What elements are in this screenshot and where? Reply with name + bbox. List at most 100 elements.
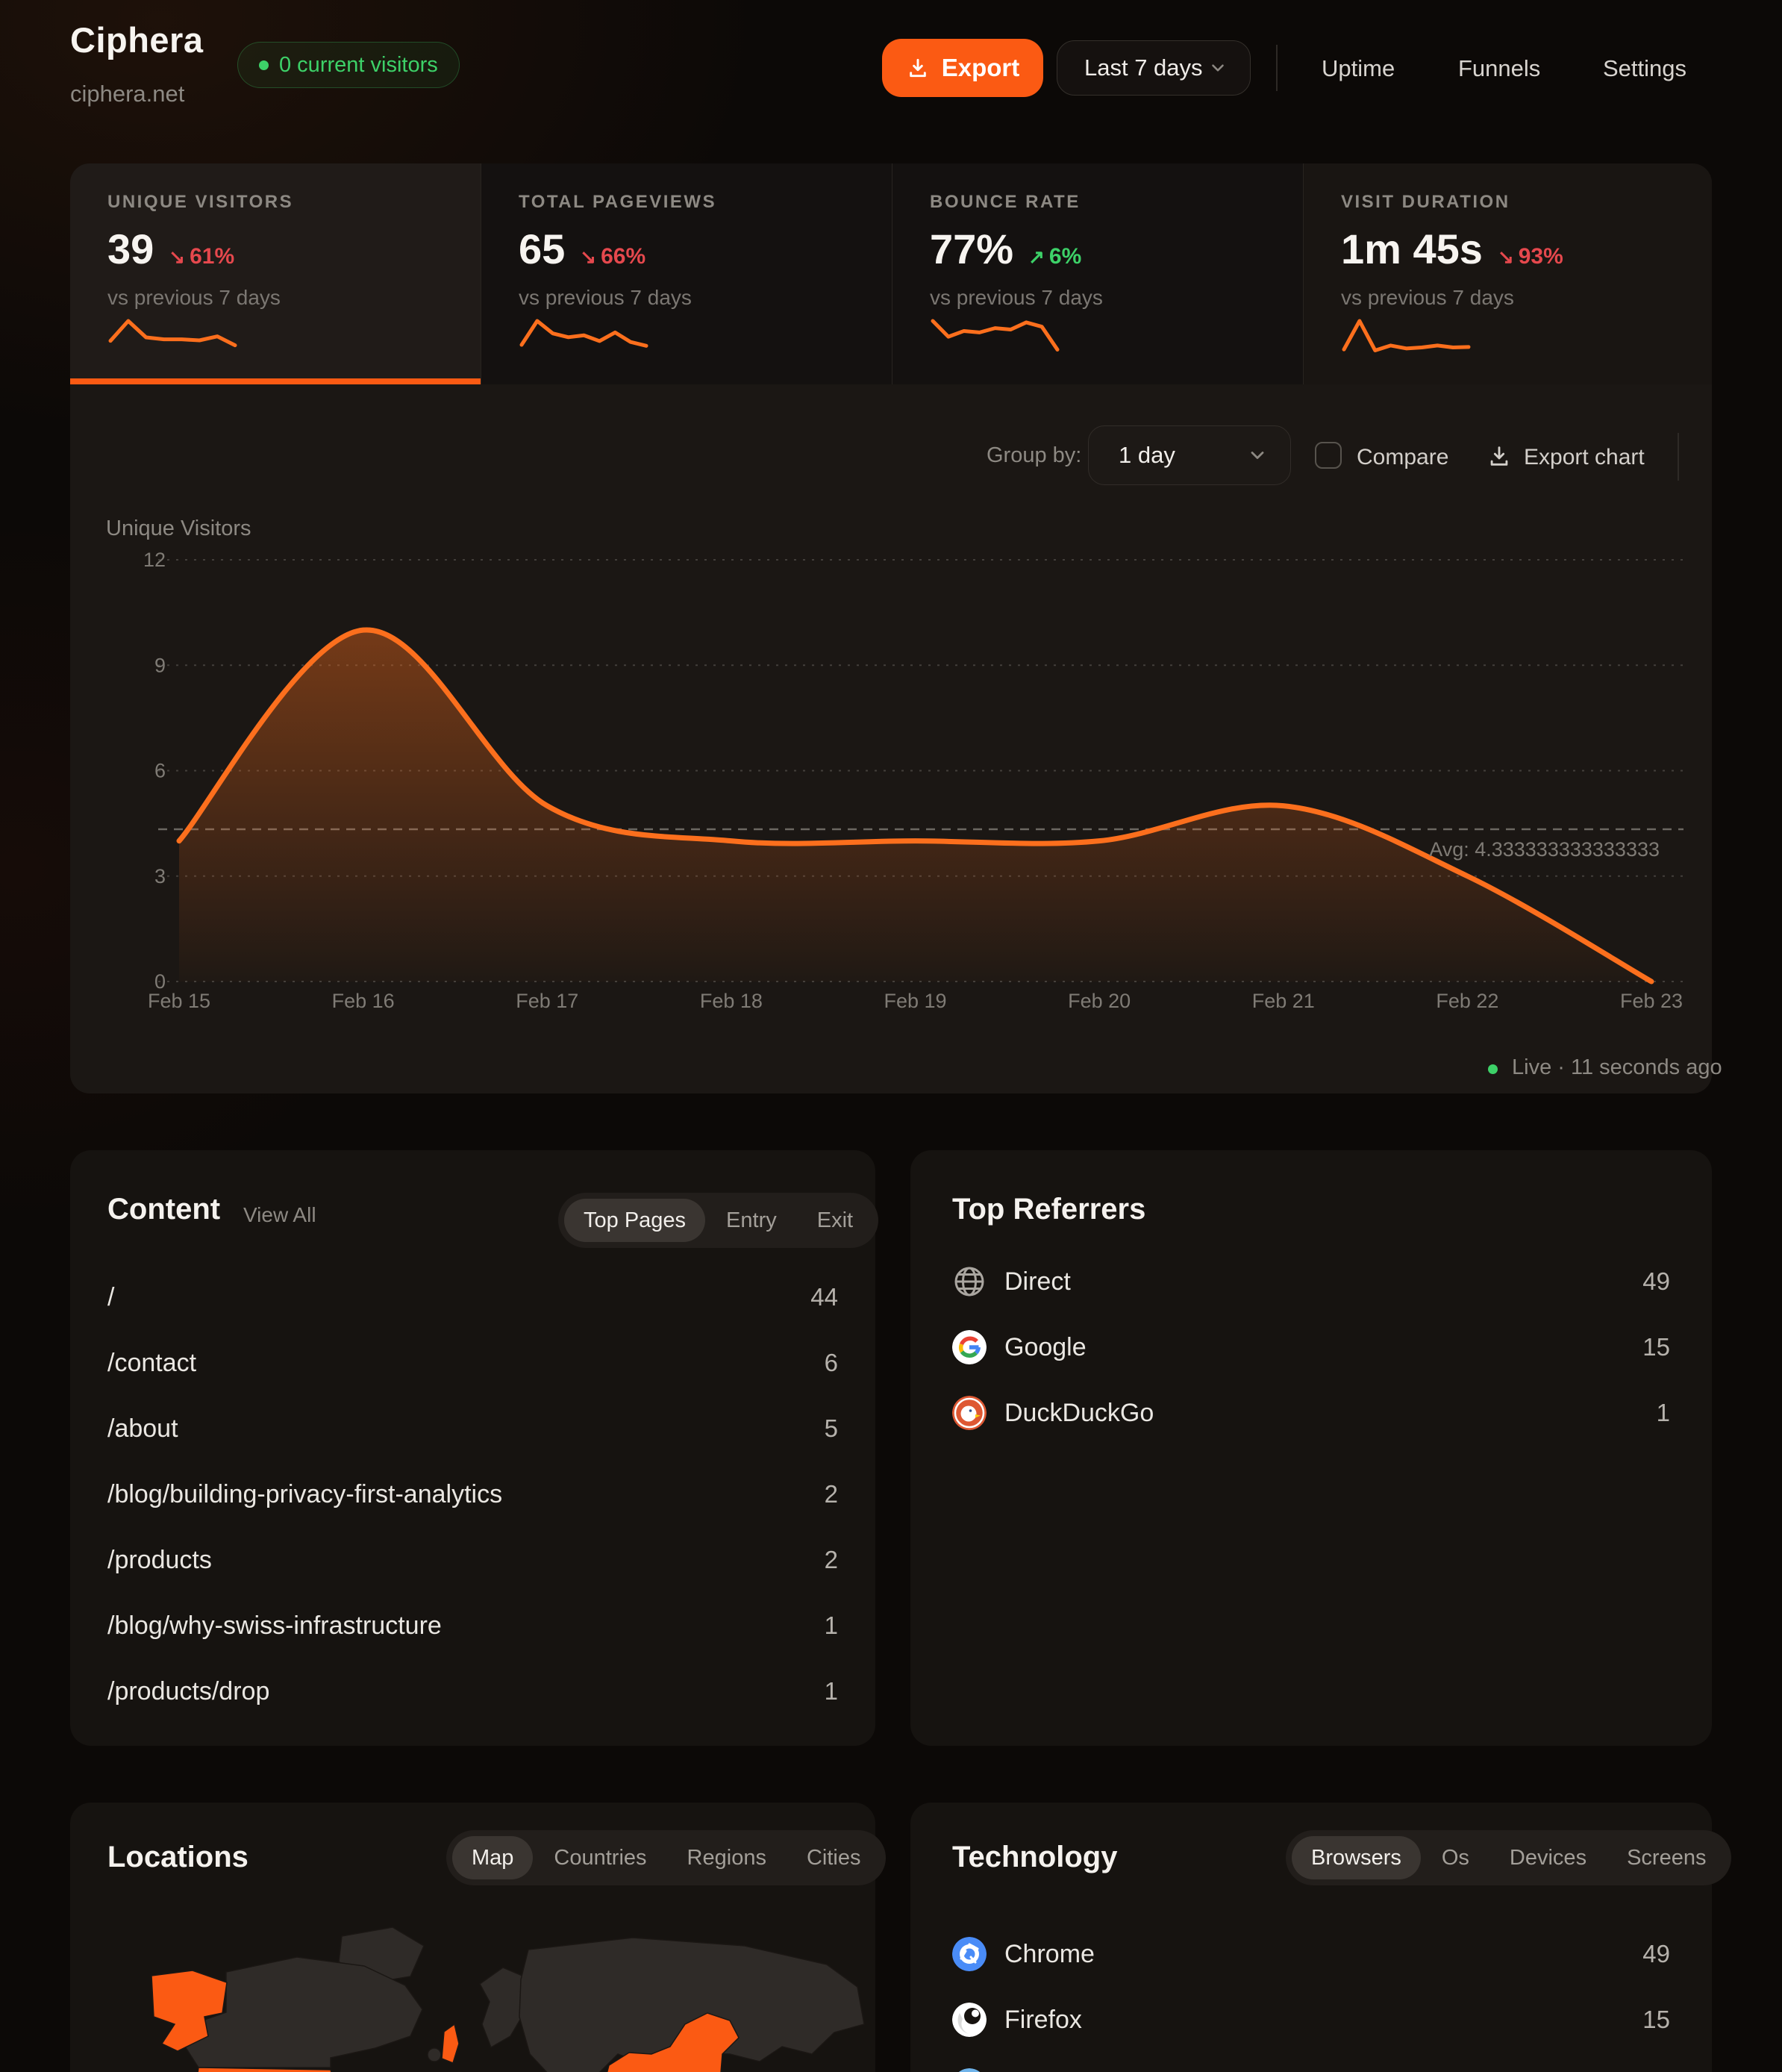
sparkline	[1342, 319, 1471, 352]
x-tick-label: Feb 18	[700, 990, 763, 1012]
map-ireland	[427, 2047, 442, 2062]
tab-os[interactable]: Os	[1441, 1845, 1469, 1870]
sparkline	[519, 319, 648, 348]
map-united-kingdom[interactable]	[441, 2023, 460, 2064]
group-by-select[interactable]: 1 day	[1088, 425, 1291, 485]
chart-series-label: Unique Visitors	[106, 517, 251, 540]
compare-checkbox[interactable]	[1315, 442, 1342, 469]
stat-value: 1m 45s	[1341, 225, 1483, 272]
sparkline-path	[519, 319, 648, 348]
content-tabs: Top Pages Entry Exit	[558, 1193, 879, 1248]
content-row[interactable]: /products/drop 1	[107, 1676, 838, 1706]
nav-funnels[interactable]: Funnels	[1458, 55, 1541, 81]
technology-list: Chrome 49 Firefox 15	[952, 1921, 1670, 2072]
referrers-list: Direct 49 Google 15 DuckDuckG	[952, 1249, 1670, 1446]
x-tick-label: Feb 19	[884, 990, 946, 1012]
live-status: Live · 11 seconds ago	[1512, 1055, 1722, 1079]
y-tick-label: 3	[154, 865, 166, 887]
stat-value: 77%	[930, 225, 1014, 272]
chevron-down-icon	[1251, 452, 1264, 459]
tab-cities[interactable]: Cities	[806, 1845, 861, 1870]
trend-down-icon: ↘	[169, 246, 186, 268]
locations-title: Locations	[107, 1841, 248, 1873]
stat-delta: ↗ 6%	[1028, 244, 1082, 269]
group-by-label: Group by:	[987, 443, 1082, 467]
stat-compare-label: vs previous 7 days	[519, 286, 692, 309]
tab-map[interactable]: Map	[452, 1836, 534, 1879]
live-dot-icon	[259, 60, 269, 70]
download-icon	[909, 58, 926, 78]
view-all-link[interactable]: View All	[243, 1203, 316, 1226]
stat-card-visit-duration[interactable]: VISIT DURATION 1m 45s ↘ 93% vs previous …	[1304, 163, 1712, 384]
unique-visitors-chart[interactable]: 0 3 6 9 12 Avg: 4.333333333333333 Feb 15 Feb 16…	[70, 522, 1712, 1045]
trend-down-icon: ↘	[580, 246, 597, 268]
x-tick-label: Feb 16	[332, 990, 395, 1012]
export-button-label: Export	[941, 54, 1020, 81]
export-button[interactable]: Export	[882, 39, 1043, 97]
compare-label[interactable]: Compare	[1357, 445, 1449, 469]
stat-compare-label: vs previous 7 days	[1341, 286, 1514, 309]
content-card	[70, 1150, 875, 1746]
world-map[interactable]	[73, 1905, 873, 2072]
google-icon	[952, 1330, 987, 1364]
current-visitors-badge[interactable]: 0 current visitors	[237, 42, 460, 88]
x-tick-label: Feb 23	[1620, 990, 1683, 1012]
export-chart-button[interactable]: Export chart	[1524, 445, 1645, 469]
sparkline	[108, 319, 237, 348]
tab-exit[interactable]: Exit	[816, 1208, 854, 1232]
controls-divider	[1678, 433, 1679, 481]
stat-value: 39	[107, 225, 154, 272]
chevron-down-icon	[1212, 64, 1224, 72]
tab-countries[interactable]: Countries	[554, 1845, 647, 1870]
technology-row[interactable]: Chrome 49	[952, 1921, 1670, 1987]
stat-card-total-pageviews[interactable]: TOTAL PAGEVIEWS 65 ↘ 66% vs previous 7 d…	[481, 163, 892, 384]
globe-icon	[954, 1267, 984, 1296]
current-visitors-label: 0 current visitors	[279, 52, 438, 77]
nav-uptime[interactable]: Uptime	[1322, 55, 1395, 81]
download-icon[interactable]	[1486, 443, 1512, 469]
tab-regions[interactable]: Regions	[687, 1845, 766, 1870]
stat-card-unique-visitors[interactable]: UNIQUE VISITORS 39 ↘ 61% vs previous 7 d…	[70, 163, 481, 384]
y-tick-label: 6	[154, 760, 166, 782]
content-row[interactable]: /blog/why-swiss-infrastructure 1	[107, 1611, 838, 1640]
x-tick-label: Feb 17	[516, 990, 578, 1012]
map-alaska-us[interactable]	[151, 1970, 228, 2052]
y-tick-label: 12	[143, 549, 166, 571]
referrer-row[interactable]: Google 15	[952, 1314, 1670, 1380]
content-list: / 44 /contact 6 /about 5 /blog/building-…	[107, 1264, 838, 1724]
tab-browsers[interactable]: Browsers	[1292, 1836, 1421, 1879]
map-scandinavia	[479, 1967, 526, 2049]
stat-delta: ↘ 61%	[169, 244, 235, 269]
content-row[interactable]: /blog/building-privacy-first-analytics 2	[107, 1479, 838, 1508]
referrer-row[interactable]: Direct 49	[952, 1249, 1670, 1314]
stat-card-bounce-rate[interactable]: BOUNCE RATE 77% ↗ 6% vs previous 7 days	[892, 163, 1303, 384]
content-row[interactable]: /contact 6	[107, 1348, 838, 1377]
stat-label: BOUNCE RATE	[930, 192, 1081, 212]
content-row[interactable]: /about 5	[107, 1414, 838, 1443]
y-tick-label: 0	[154, 970, 166, 993]
content-row[interactable]: / 44	[107, 1282, 838, 1311]
technology-tabs: Browsers Os Devices Screens	[1286, 1830, 1732, 1885]
x-tick-label: Feb 22	[1436, 990, 1498, 1012]
map-china[interactable]	[595, 2012, 740, 2072]
technology-row-partial[interactable]	[952, 2053, 1670, 2072]
y-tick-label: 9	[154, 654, 166, 676]
map-united-states[interactable]	[194, 2067, 344, 2072]
tab-top-pages[interactable]: Top Pages	[564, 1199, 706, 1242]
x-tick-label: Feb 20	[1068, 990, 1131, 1012]
tab-entry[interactable]: Entry	[726, 1208, 777, 1232]
duckduckgo-icon	[952, 1396, 987, 1430]
referrer-row[interactable]: DuckDuckGo 1	[952, 1380, 1670, 1446]
date-range-select[interactable]: Last 7 days	[1057, 40, 1251, 96]
technology-row[interactable]: Firefox 15	[952, 1987, 1670, 2053]
tab-screens[interactable]: Screens	[1627, 1845, 1707, 1870]
content-row[interactable]: /products 2	[107, 1545, 838, 1574]
referrers-card	[910, 1150, 1712, 1746]
active-tab-indicator	[70, 378, 481, 384]
trend-up-icon: ↗	[1028, 246, 1045, 268]
nav-settings[interactable]: Settings	[1603, 55, 1687, 81]
map-asia	[519, 1937, 865, 2072]
header-divider	[1276, 45, 1278, 91]
tab-devices[interactable]: Devices	[1509, 1845, 1587, 1870]
